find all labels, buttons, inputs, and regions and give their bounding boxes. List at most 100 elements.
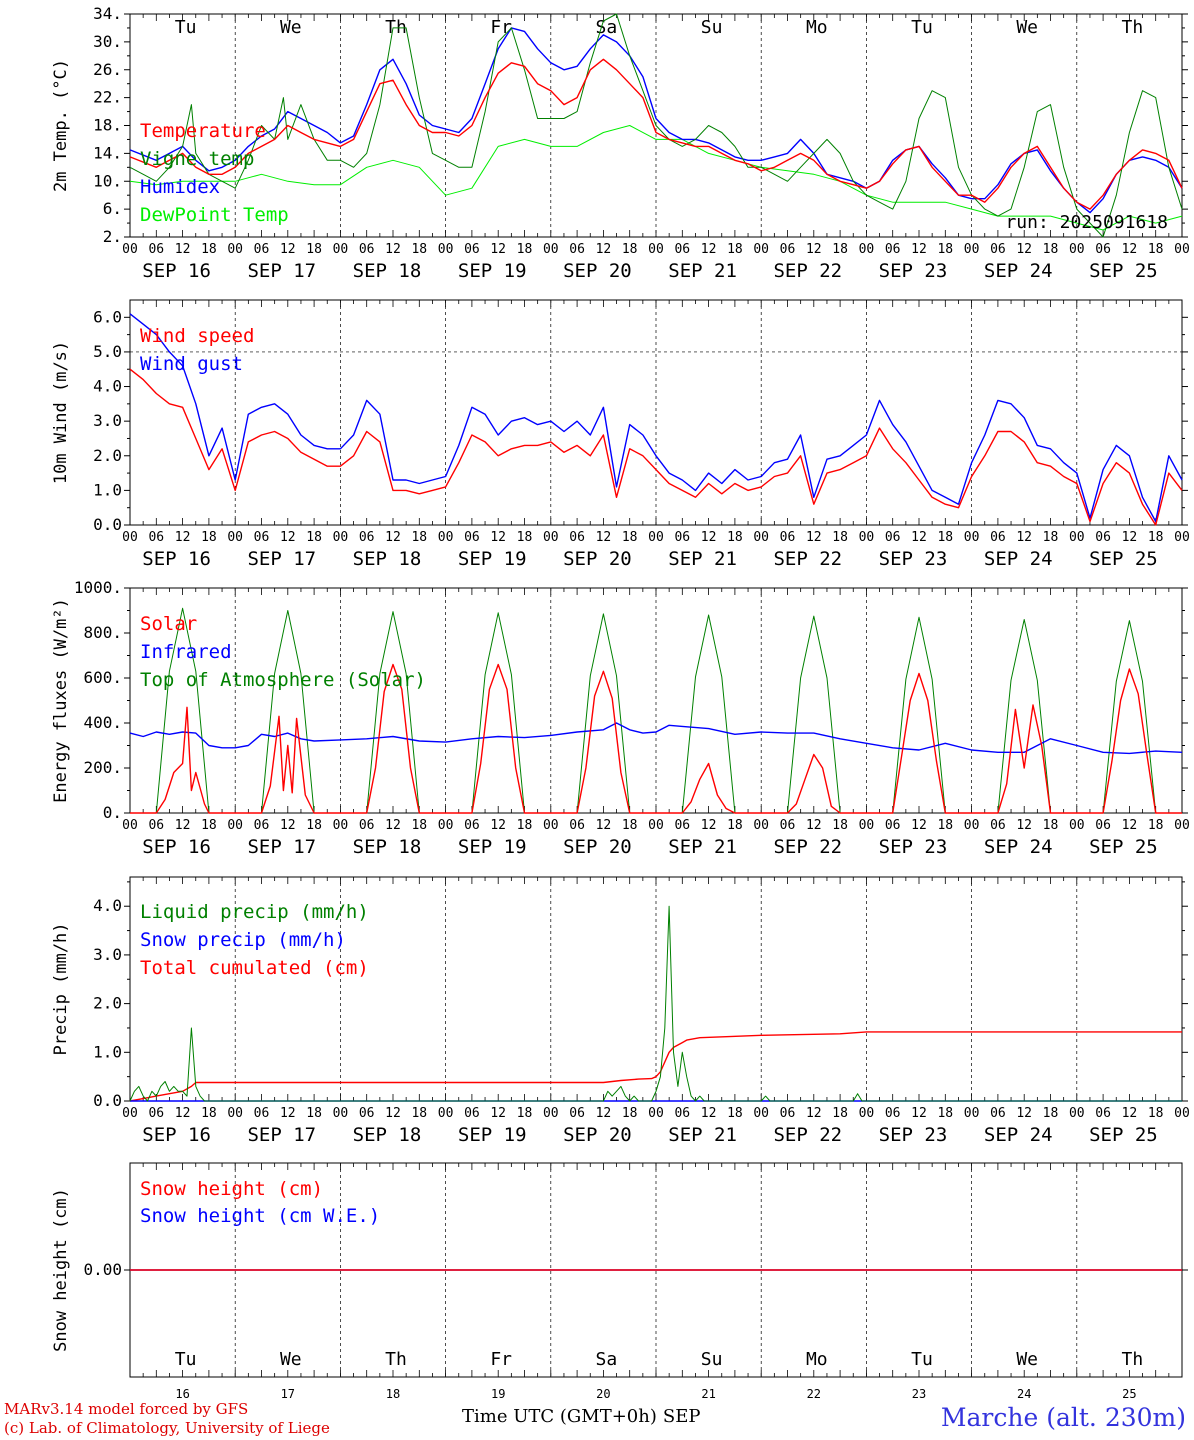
precip-ytick-label: 2.0 xyxy=(93,994,122,1013)
wind-hour-label: 18 xyxy=(306,530,322,545)
wind-ytick-label: 1.0 xyxy=(93,480,122,499)
wind-ytick-label: 6.0 xyxy=(93,307,122,326)
temperature-date-label: SEP 20 xyxy=(563,260,632,282)
wind-ylabel: 10m Wind (m/s) xyxy=(51,341,71,484)
temperature-hour-label: 12 xyxy=(701,242,717,257)
wind-hour-label: 12 xyxy=(701,530,717,545)
energy-date-label: SEP 19 xyxy=(458,836,527,858)
temperature-hour-label: 00 xyxy=(648,242,664,257)
wind-hour-label: 00 xyxy=(648,530,664,545)
temperature-hour-label: 06 xyxy=(990,242,1006,257)
wind-hour-label: 18 xyxy=(937,530,953,545)
temperature-hour-label: 00 xyxy=(964,242,980,257)
energy-hour-label: 00 xyxy=(438,818,454,833)
precip-date-label: SEP 22 xyxy=(773,1124,842,1146)
temperature-ytick-label: 26. xyxy=(93,60,122,79)
energy-date-label: SEP 21 xyxy=(668,836,737,858)
energy-series-solar xyxy=(130,663,1182,814)
temperature-hour-label: 06 xyxy=(780,242,796,257)
energy-hour-label: 00 xyxy=(964,818,980,833)
wind-hour-label: 06 xyxy=(464,530,480,545)
precip-date-label: SEP 16 xyxy=(142,1124,211,1146)
precip-series-liquid-precip-mm-h xyxy=(129,905,1182,1102)
run-stamp: run: 2025091618 xyxy=(1005,212,1168,233)
temperature-hour-label: 12 xyxy=(280,242,296,257)
wind-hour-label: 18 xyxy=(1148,530,1164,545)
snow-day-number: 20 xyxy=(596,1387,610,1401)
wind-hour-label: 06 xyxy=(569,530,585,545)
wind-date-label: SEP 17 xyxy=(247,548,316,570)
wind-hour-label: 00 xyxy=(859,530,875,545)
temperature-legend-label: Vigne temp xyxy=(140,148,254,170)
wind-hour-label: 00 xyxy=(438,530,454,545)
precip-hour-label: 12 xyxy=(806,1106,822,1121)
precip-hour-label: 00 xyxy=(964,1106,980,1121)
wind-hour-label: 12 xyxy=(490,530,506,545)
snow-day-name: We xyxy=(1016,1349,1038,1370)
precip-hour-label: 06 xyxy=(569,1106,585,1121)
snow-day-name: Mo xyxy=(806,1349,828,1370)
temperature-hour-label: 18 xyxy=(727,242,743,257)
energy-hour-label: 12 xyxy=(596,818,612,833)
snow-day-number: 21 xyxy=(701,1387,715,1401)
energy-hour-label: 18 xyxy=(1148,818,1164,833)
temperature-series-humidex xyxy=(129,27,1183,214)
energy-hour-label: 06 xyxy=(464,818,480,833)
temperature-day-name: Mo xyxy=(806,17,828,38)
energy-date-label: SEP 22 xyxy=(773,836,842,858)
precip-hour-label: 00 xyxy=(543,1106,559,1121)
energy-hour-label: 18 xyxy=(306,818,322,833)
wind-date-label: SEP 19 xyxy=(458,548,527,570)
energy-series-infrared xyxy=(129,722,1183,755)
precip-date-label: SEP 23 xyxy=(879,1124,948,1146)
temperature-date-label: SEP 16 xyxy=(142,260,211,282)
temperature-hour-label: 12 xyxy=(1122,242,1138,257)
credit-line-2: (c) Lab. of Climatology, University of L… xyxy=(4,1419,330,1437)
energy-date-label: SEP 25 xyxy=(1089,836,1158,858)
precip-hour-label: 06 xyxy=(885,1106,901,1121)
wind-ytick-label: 2.0 xyxy=(93,446,122,465)
precip-hour-label: 06 xyxy=(1095,1106,1111,1121)
precip-hour-label: 12 xyxy=(175,1106,191,1121)
precip-hour-label: 12 xyxy=(280,1106,296,1121)
wind-hour-label-end: 00 xyxy=(1174,530,1190,545)
temperature-ytick-label: 18. xyxy=(93,116,122,135)
temperature-ytick-label: 14. xyxy=(93,143,122,162)
precip-series-total-cumulated-cm xyxy=(129,1031,1182,1102)
temperature-hour-label: 18 xyxy=(1148,242,1164,257)
energy-hour-label: 06 xyxy=(990,818,1006,833)
energy-hour-label: 06 xyxy=(885,818,901,833)
precip-legend-label: Liquid precip (mm/h) xyxy=(140,901,369,923)
wind-hour-label: 12 xyxy=(280,530,296,545)
energy-hour-label: 00 xyxy=(648,818,664,833)
temperature-hour-label: 00 xyxy=(543,242,559,257)
energy-hour-label-end: 00 xyxy=(1174,818,1190,833)
energy-hour-label: 12 xyxy=(701,818,717,833)
temperature-day-name: We xyxy=(1016,17,1038,38)
energy-hour-label: 18 xyxy=(832,818,848,833)
wind-date-label: SEP 16 xyxy=(142,548,211,570)
snow-ylabel: Snow height (cm) xyxy=(51,1188,71,1352)
temperature-hour-label: 06 xyxy=(464,242,480,257)
temperature-date-label: SEP 18 xyxy=(353,260,422,282)
energy-hour-label: 12 xyxy=(280,818,296,833)
wind-ytick-label: 5.0 xyxy=(93,342,122,361)
energy-hour-label: 06 xyxy=(780,818,796,833)
wind-series-wind-speed xyxy=(129,368,1183,526)
precip-hour-label: 00 xyxy=(753,1106,769,1121)
snow-day-name: Su xyxy=(701,1349,723,1370)
precip-date-label: SEP 20 xyxy=(563,1124,632,1146)
precip-hour-label-end: 00 xyxy=(1174,1106,1190,1121)
energy-hour-label: 12 xyxy=(385,818,401,833)
wind-hour-label: 12 xyxy=(596,530,612,545)
wind-hour-label: 18 xyxy=(727,530,743,545)
wind-hour-label: 12 xyxy=(1016,530,1032,545)
temperature-hour-label: 06 xyxy=(1095,242,1111,257)
precip-hour-label: 06 xyxy=(464,1106,480,1121)
precip-hour-label: 12 xyxy=(385,1106,401,1121)
wind-legend-label: Wind speed xyxy=(140,325,254,347)
precip-hour-label: 00 xyxy=(859,1106,875,1121)
energy-hour-label: 00 xyxy=(543,818,559,833)
wind-hour-label: 18 xyxy=(1043,530,1059,545)
temperature-date-label: SEP 17 xyxy=(247,260,316,282)
